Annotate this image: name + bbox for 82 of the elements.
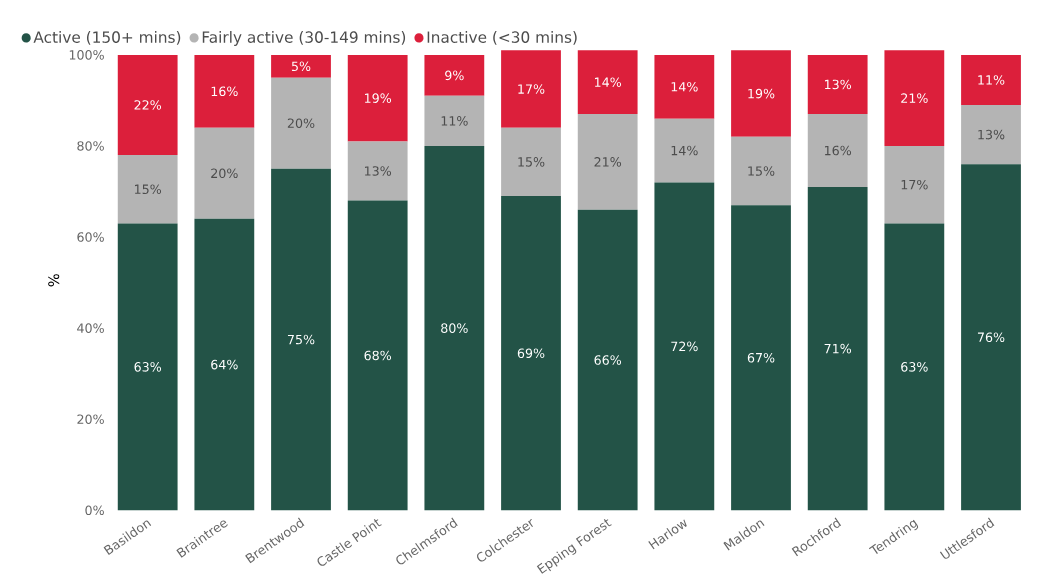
bar: [807, 114, 868, 187]
data-label: 16%: [825, 145, 852, 156]
data-label: 80%: [441, 323, 468, 333]
bar: [807, 54, 868, 115]
legend-label: Fairly active (30-149 mins): [202, 31, 406, 46]
data-label: 20%: [211, 168, 238, 179]
data-label: 66%: [594, 355, 622, 365]
data-label: 63%: [901, 362, 928, 372]
bar: [501, 196, 561, 511]
data-label: 14%: [671, 81, 698, 92]
bar: [194, 54, 255, 128]
data-label: 11%: [441, 116, 468, 126]
data-label: 13%: [365, 166, 392, 176]
data-label: 14%: [595, 77, 622, 87]
bar: [731, 50, 791, 137]
bar: [501, 50, 561, 128]
data-label: 16%: [211, 86, 238, 97]
bar: [577, 209, 638, 511]
data-label: 21%: [594, 157, 622, 167]
data-label: 14%: [671, 145, 698, 156]
bar: [577, 50, 638, 115]
bar: [424, 145, 485, 511]
bar: [961, 164, 1021, 511]
data-label: 17%: [901, 179, 928, 190]
data-label: 71%: [824, 343, 852, 354]
bar: [654, 54, 715, 119]
legend-label: Active (150+ mins): [33, 31, 181, 45]
data-label: 75%: [287, 334, 315, 345]
bar: [271, 54, 331, 78]
bar: [807, 186, 868, 511]
data-label: 13%: [825, 79, 852, 90]
bar: [347, 200, 408, 511]
bar: [961, 104, 1021, 165]
bar: [117, 155, 178, 224]
data-label: 76%: [977, 332, 1005, 343]
data-label: 67%: [747, 352, 775, 363]
data-label: 13%: [978, 129, 1005, 140]
data-label: 21%: [901, 93, 928, 103]
data-label: 19%: [748, 88, 775, 99]
bar: [424, 54, 485, 96]
bar: [424, 95, 485, 146]
y-tick-label: 20%: [77, 414, 104, 425]
data-label: 15%: [518, 157, 545, 167]
bar: [654, 182, 715, 511]
bar: [884, 145, 945, 224]
bar: [347, 141, 408, 201]
y-tick-label: 60%: [77, 232, 104, 242]
data-label: 9%: [445, 70, 464, 81]
data-label: 15%: [135, 184, 162, 195]
bar: [194, 218, 255, 511]
data-label: 11%: [978, 75, 1005, 85]
data-label: 19%: [365, 93, 392, 103]
bar: [654, 118, 715, 183]
data-label: 17%: [518, 84, 545, 94]
y-tick-label: 0%: [85, 505, 104, 516]
bar: [194, 127, 255, 219]
data-label: 69%: [517, 348, 545, 358]
bar: [961, 54, 1021, 105]
data-label: 20%: [287, 118, 315, 128]
bar: [271, 168, 331, 511]
y-tick-label: 100%: [69, 50, 104, 60]
bar: [501, 127, 561, 197]
data-label: 72%: [671, 341, 698, 352]
bar: [117, 54, 178, 156]
bar: [577, 114, 638, 210]
bar: [731, 205, 791, 511]
data-label: 15%: [748, 166, 775, 176]
y-tick-label: 40%: [77, 323, 104, 333]
data-label: 63%: [134, 362, 162, 372]
data-label: 5%: [291, 61, 311, 72]
bar: [884, 50, 945, 146]
legend-label: Inactive (<30 mins): [427, 31, 577, 45]
data-label: 68%: [364, 350, 392, 361]
data-label: 64%: [211, 359, 238, 370]
y-tick-label: 80%: [77, 141, 104, 151]
bar: [117, 223, 178, 511]
bar: [884, 223, 945, 511]
data-label: 22%: [134, 100, 162, 110]
bar: [271, 77, 331, 169]
bar: [731, 136, 791, 206]
y-axis-title: %: [48, 274, 60, 287]
bar: [347, 54, 408, 142]
